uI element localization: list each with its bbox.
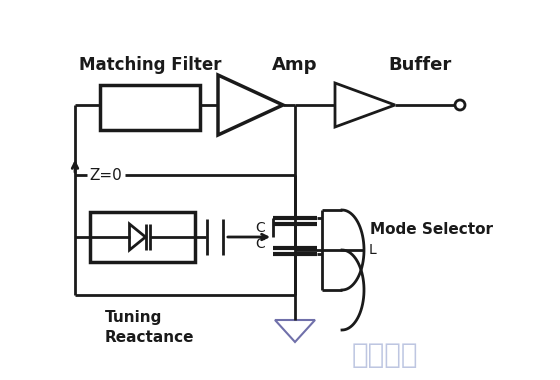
Text: C: C: [255, 221, 265, 235]
Text: Z=0: Z=0: [89, 168, 122, 182]
Bar: [100, 85, 200, 130]
Text: C: C: [255, 237, 265, 251]
Text: Tuning
Reactance: Tuning Reactance: [105, 310, 194, 345]
Text: Buffer: Buffer: [389, 56, 451, 74]
Text: Matching Filter: Matching Filter: [79, 56, 221, 74]
Text: 统一电子: 统一电子: [352, 341, 418, 369]
Text: Amp: Amp: [272, 56, 318, 74]
Text: L: L: [369, 243, 377, 257]
Text: Mode Selector: Mode Selector: [370, 223, 493, 238]
Bar: [90, 212, 195, 262]
